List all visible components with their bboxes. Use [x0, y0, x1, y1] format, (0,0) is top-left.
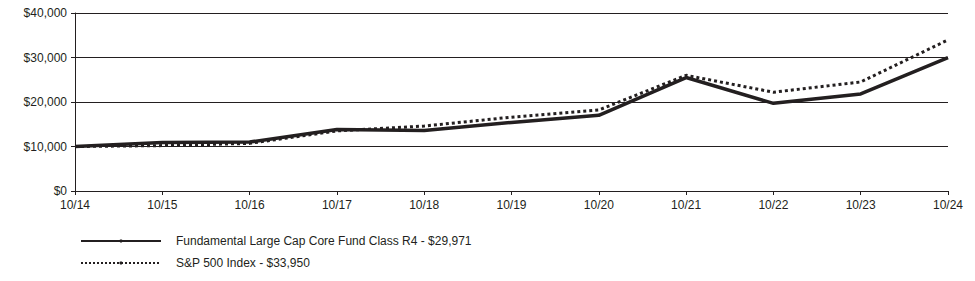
svg-text:$0: $0	[54, 184, 68, 198]
svg-text:$30,000: $30,000	[24, 51, 68, 65]
svg-text:10/19: 10/19	[496, 198, 526, 212]
svg-text:10/16: 10/16	[235, 198, 265, 212]
svg-text:$10,000: $10,000	[24, 140, 68, 154]
svg-text:$20,000: $20,000	[24, 95, 68, 109]
svg-text:$40,000: $40,000	[24, 6, 68, 20]
svg-text:10/15: 10/15	[147, 198, 177, 212]
svg-text:10/14: 10/14	[60, 198, 90, 212]
svg-text:10/23: 10/23	[846, 198, 876, 212]
svg-text:10/22: 10/22	[758, 198, 788, 212]
svg-text:10/20: 10/20	[584, 198, 614, 212]
svg-text:10/21: 10/21	[671, 198, 701, 212]
svg-text:S&P 500 Index - $33,950: S&P 500 Index - $33,950	[176, 256, 310, 270]
svg-text:10/17: 10/17	[322, 198, 352, 212]
svg-text:Fundamental Large Cap Core Fun: Fundamental Large Cap Core Fund Class R4…	[176, 234, 472, 248]
svg-text:10/24: 10/24	[933, 198, 963, 212]
svg-text:10/18: 10/18	[409, 198, 439, 212]
